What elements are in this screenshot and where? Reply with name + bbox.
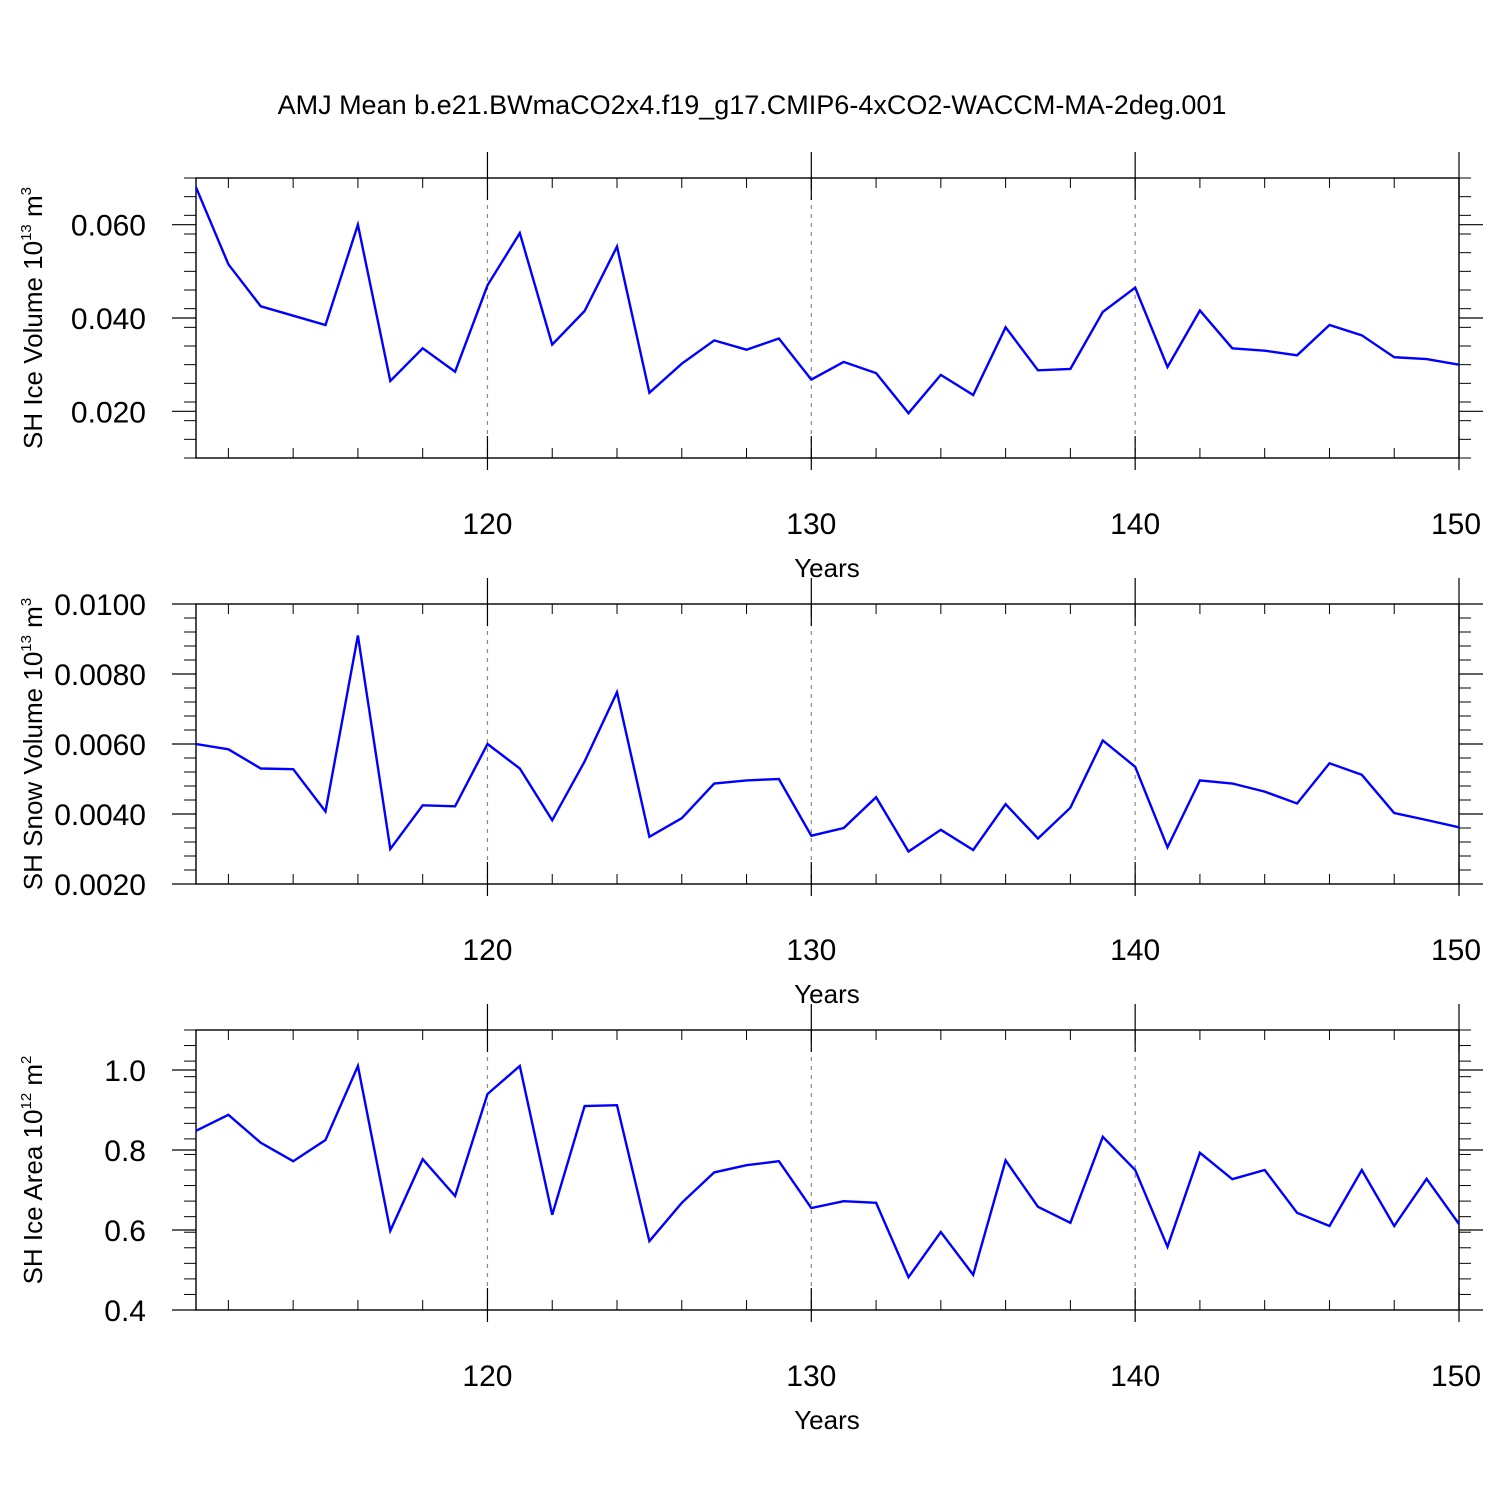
figure-title: AMJ Mean b.e21.BWmaCO2x4.f19_g17.CMIP6-4… — [278, 90, 1227, 120]
ice-area-y-axis-label: SH Ice Area 1012 m2 — [18, 1056, 48, 1285]
ice-volume-y-tick-label: 0.040 — [71, 303, 146, 336]
ice-area-x-tick-label: 130 — [786, 1360, 836, 1393]
snow-volume-series-line — [195, 635, 1460, 854]
y-label-text: SH Ice Area 10 — [18, 1110, 48, 1285]
snow-volume-x-axis-label: Years — [794, 979, 860, 1009]
ice-volume-x-tick-label: 130 — [786, 508, 836, 541]
snow-volume-y-axis-label: SH Snow Volume 1013 m3 — [18, 598, 48, 890]
ice-volume-plot-frame — [195, 177, 1460, 459]
y-label-exponent: 13 — [18, 635, 35, 652]
y-label-exponent: 13 — [18, 224, 35, 241]
snow-volume-plot-frame — [195, 603, 1460, 885]
snow-volume-x-tick-label: 120 — [462, 934, 512, 967]
y-label-unit: m — [18, 195, 48, 224]
y-label-unit-exponent: 3 — [18, 187, 35, 195]
ice-area-plot-frame — [195, 1029, 1460, 1311]
ice-volume-panel: 120 130 140 150 0.020 0.040 0.060 Years SH Ice V… — [18, 152, 1483, 583]
ice-volume-x-tick-label: 140 — [1110, 508, 1160, 541]
snow-volume-panel: 120 130 140 150 0.0020 0.0040 0.0060 0.0080 0.01… — [18, 578, 1483, 1009]
ice-volume-x-tick-label: 120 — [462, 508, 512, 541]
snow-volume-x-tick-label: 150 — [1431, 934, 1481, 967]
snow-volume-y-tick-label: 0.0100 — [54, 589, 146, 622]
y-label-unit: m — [18, 606, 48, 635]
ice-area-x-tick-label: 140 — [1110, 1360, 1160, 1393]
ice-area-y-tick-label: 1.0 — [104, 1055, 146, 1088]
chart-panels: 120 130 140 150 0.020 0.040 0.060 Years SH Ice V… — [18, 152, 1483, 1435]
ice-area-y-tick-label: 0.8 — [104, 1135, 146, 1168]
ice-area-x-tick-label: 150 — [1431, 1360, 1481, 1393]
y-label-unit: m — [18, 1064, 48, 1093]
ice-area-panel: 120 130 140 150 0.4 0.6 0.8 1.0 Years SH Ice Area… — [18, 1004, 1483, 1435]
ice-volume-y-axis-label: SH Ice Volume 1013 m3 — [18, 187, 48, 449]
ice-volume-series-line — [194, 186, 1460, 416]
ice-volume-x-tick-label: 150 — [1431, 508, 1481, 541]
snow-volume-y-tick-label: 0.0040 — [54, 799, 146, 832]
snow-volume-y-tick-label: 0.0020 — [54, 869, 146, 902]
snow-volume-x-tick-label: 130 — [786, 934, 836, 967]
y-label-unit-exponent: 3 — [18, 598, 35, 606]
ice-volume-y-tick-label: 0.020 — [71, 396, 146, 429]
y-label-exponent: 12 — [18, 1093, 35, 1110]
snow-volume-y-tick-label: 0.0080 — [54, 659, 146, 692]
snow-volume-y-tick-label: 0.0060 — [54, 729, 146, 762]
y-label-unit-exponent: 2 — [18, 1056, 35, 1064]
y-label-text: SH Ice Volume 10 — [18, 241, 48, 449]
y-label-text: SH Snow Volume 10 — [18, 652, 48, 890]
ice-area-x-axis-label: Years — [794, 1405, 860, 1435]
snow-volume-x-tick-label: 140 — [1110, 934, 1160, 967]
ice-area-y-tick-label: 0.6 — [104, 1215, 146, 1248]
ice-volume-y-tick-label: 0.060 — [71, 210, 146, 243]
ice-area-series-line — [195, 1062, 1460, 1280]
ice-area-x-tick-label: 120 — [462, 1360, 512, 1393]
ice-volume-x-axis-label: Years — [794, 553, 860, 583]
ice-area-y-tick-label: 0.4 — [104, 1295, 146, 1328]
